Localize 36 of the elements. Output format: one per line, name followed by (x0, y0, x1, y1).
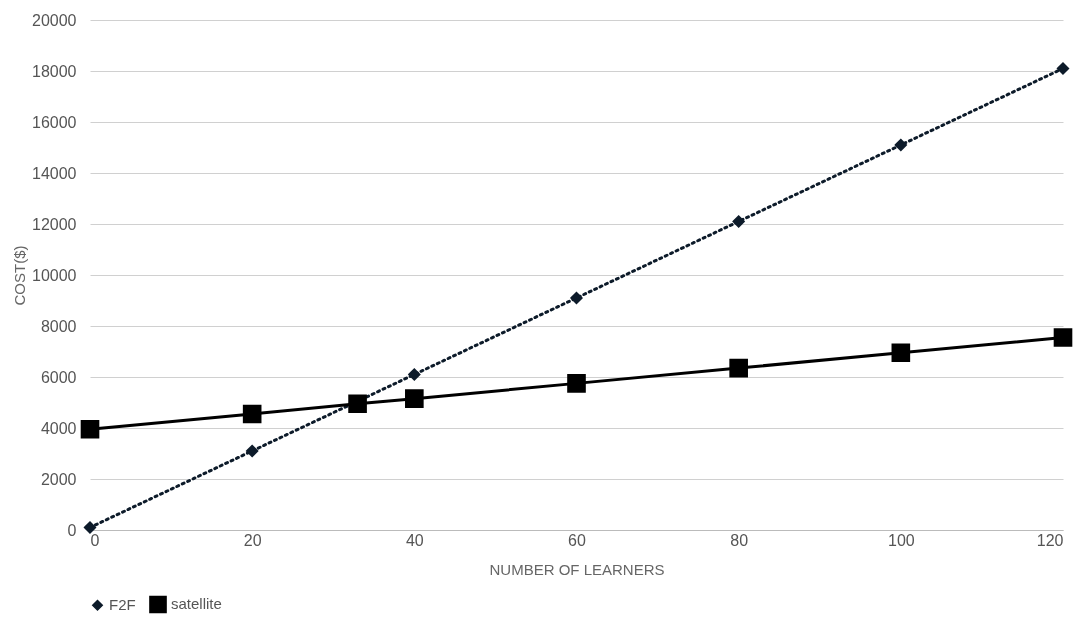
x-tick-label: 120 (1036, 531, 1064, 549)
x-tick-label: 80 (730, 531, 749, 549)
x-axis-title: NUMBER OF LEARNERS (489, 560, 665, 578)
point (570, 291, 583, 304)
point (894, 138, 907, 151)
point (246, 444, 259, 457)
y-tick-label: 16000 (32, 113, 77, 131)
y-tick-label: 10000 (32, 266, 77, 284)
point (84, 521, 96, 534)
point (1053, 328, 1073, 347)
point (405, 389, 424, 408)
point (348, 394, 367, 414)
y-tick-label: 8000 (40, 317, 77, 335)
point (891, 343, 911, 363)
legend-label: F2F (109, 596, 136, 614)
point (1057, 62, 1069, 75)
y-tick-label: 14000 (32, 164, 77, 182)
x-tick-label: 0 (90, 531, 100, 549)
point (567, 374, 586, 393)
point (732, 215, 745, 228)
y-tick-label: 20000 (32, 11, 77, 29)
x-tick-label: 20 (243, 531, 262, 549)
y-tick-label: 4000 (40, 419, 77, 437)
legend-label: satellite (171, 595, 222, 613)
x-tick-label: 100 (887, 531, 915, 549)
y-axis-title: COST($) (11, 245, 29, 306)
point (80, 419, 100, 439)
point (242, 404, 262, 424)
y-tick-label: 12000 (32, 215, 77, 233)
x-tick-label: 40 (405, 531, 424, 549)
y-tick-label: 6000 (40, 368, 77, 386)
point (729, 358, 748, 378)
x-tick-label: 60 (568, 531, 586, 549)
point (408, 368, 421, 381)
y-tick-label: 18000 (32, 62, 77, 80)
y-tick-label: 2000 (40, 470, 77, 488)
